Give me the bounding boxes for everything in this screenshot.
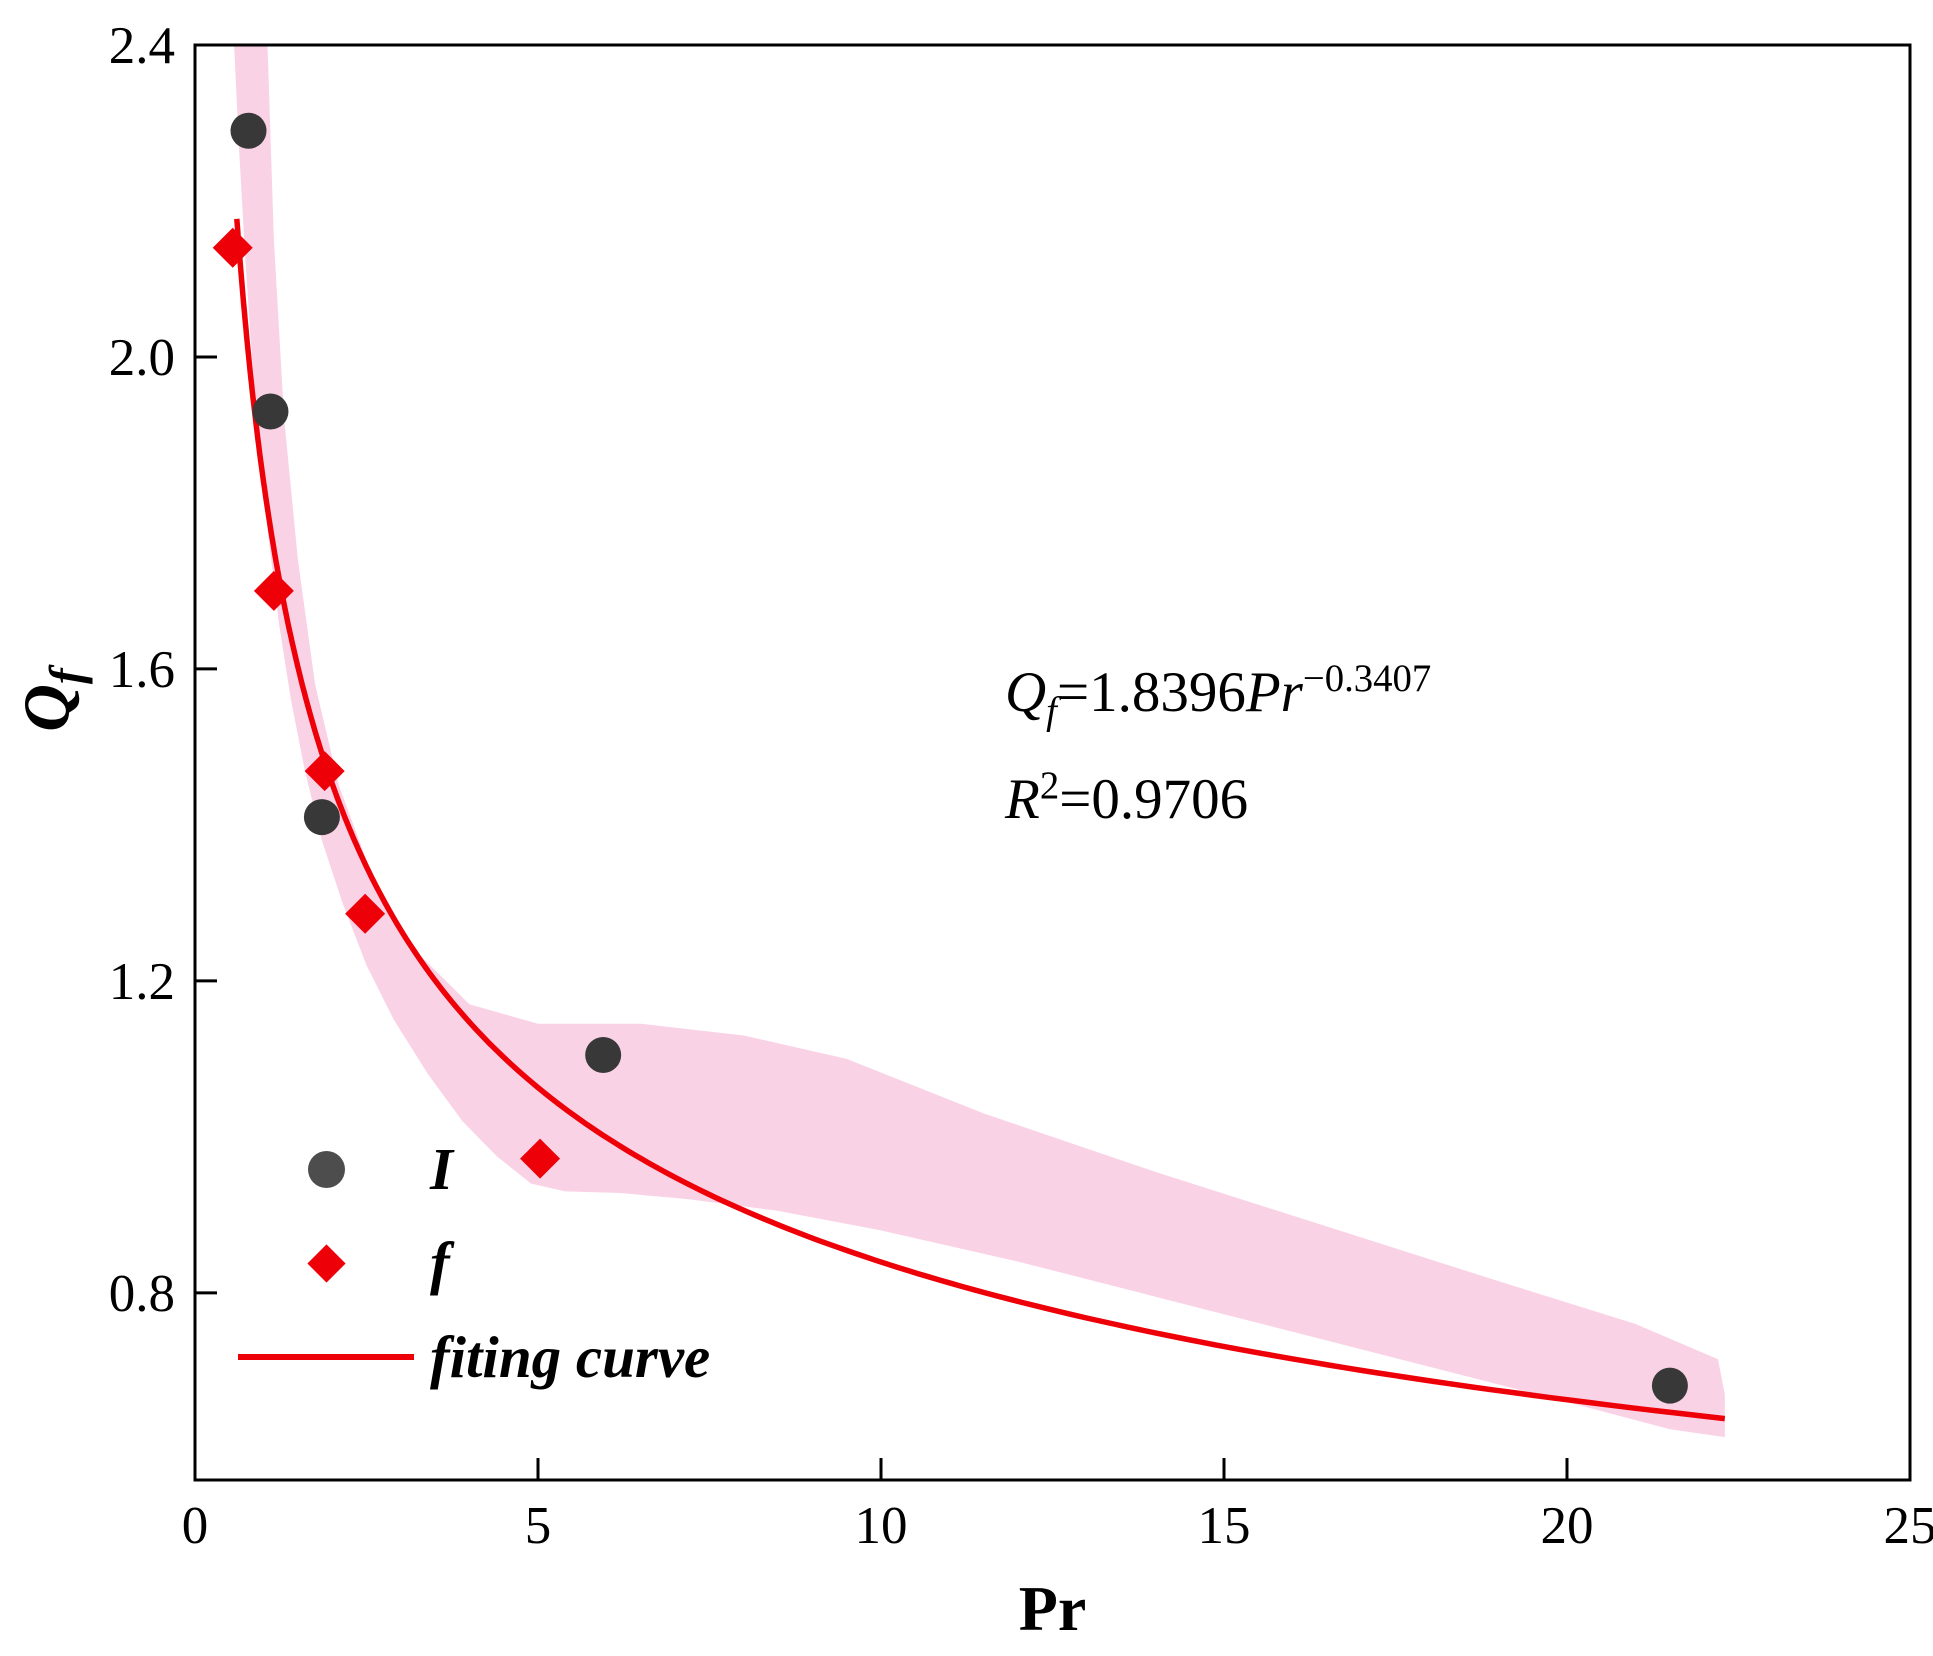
equation-variable: Q (1005, 661, 1047, 724)
y-axis-title-subscript: f (41, 668, 94, 685)
y-tick-label: 2.4 (109, 17, 175, 75)
r-squared-superscript: 2 (1039, 764, 1060, 808)
data-point-f (345, 893, 386, 934)
legend: I f fiting curve (238, 1122, 710, 1404)
y-tick-label: 1.6 (109, 641, 175, 699)
legend-label-f: f (430, 1229, 450, 1296)
data-point-f (304, 751, 345, 792)
x-tick-label: 15 (1198, 1497, 1251, 1555)
y-tick-label: 0.8 (109, 1265, 175, 1323)
equation-variable-subscript: f (1046, 689, 1057, 733)
data-point-I (230, 112, 267, 149)
data-point-f (212, 227, 253, 268)
confidence-band (234, 45, 1725, 1438)
line-marker-icon (238, 1354, 414, 1360)
circle-marker-icon (307, 1150, 345, 1188)
data-point-I (303, 799, 340, 836)
fit-annotation: Qf=1.8396Pr−0.3407 R2=0.9706 (1005, 640, 1431, 853)
x-tick-label: 0 (182, 1497, 209, 1555)
y-axis-title: Qf (10, 668, 94, 732)
r-squared-variable: R (1005, 768, 1040, 832)
legend-item-f: f (238, 1216, 710, 1310)
y-tick-label: 1.2 (109, 953, 175, 1011)
equation-coefficient: =1.8396 (1056, 661, 1246, 724)
r-squared-value: =0.9706 (1059, 768, 1249, 832)
data-point-f (253, 570, 294, 611)
x-tick-label: 25 (1884, 1497, 1933, 1555)
equation-exponent: −0.3407 (1302, 657, 1432, 700)
legend-label-fitting-curve: fiting curve (430, 1323, 711, 1390)
x-tick-label: 5 (525, 1497, 552, 1555)
data-point-I (252, 393, 289, 430)
y-tick-label: 2.0 (109, 329, 175, 387)
r-squared-line: R2=0.9706 (1005, 747, 1431, 852)
x-axis-title: Pr (1018, 1573, 1087, 1644)
data-point-f (520, 1138, 561, 1179)
fit-curve (234, 218, 1726, 1422)
plot-frame (193, 43, 1912, 1482)
fit-equation-line: Qf=1.8396Pr−0.3407 (1005, 640, 1431, 747)
legend-item-fitting-curve: fiting curve (238, 1310, 710, 1404)
equation-base: Pr (1245, 661, 1303, 724)
diamond-marker-icon (306, 1243, 346, 1283)
data-point-I (1651, 1367, 1688, 1404)
x-tick-label: 10 (855, 1497, 908, 1555)
x-tick-label: 20 (1541, 1497, 1594, 1555)
legend-item-I: I (238, 1122, 710, 1216)
legend-label-I: I (430, 1135, 453, 1202)
data-point-I (585, 1036, 622, 1073)
